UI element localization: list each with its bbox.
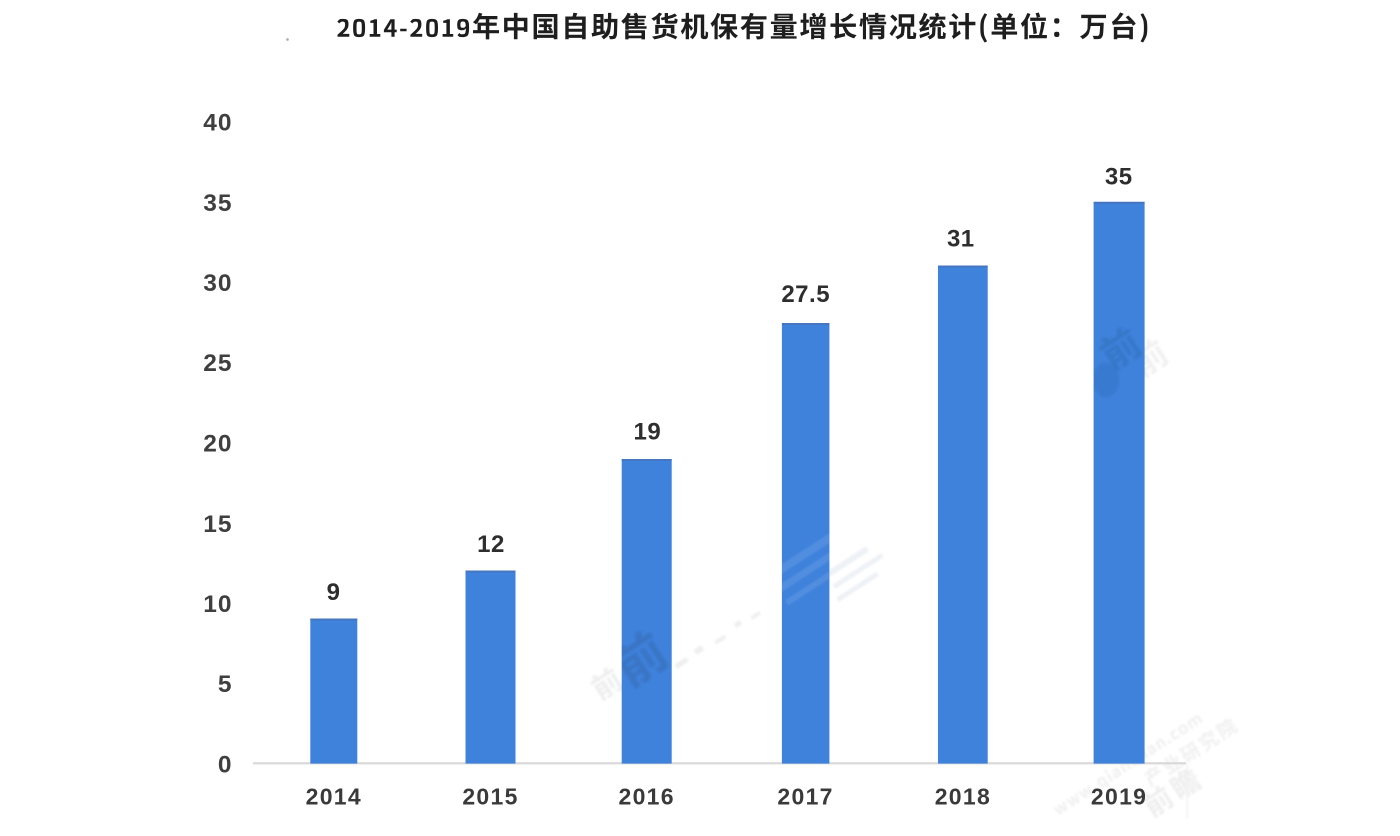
svg-text:9: 9 [327,579,341,606]
svg-text:12: 12 [477,531,505,558]
svg-text:2018: 2018 [935,784,991,810]
svg-text:20: 20 [203,431,232,458]
svg-text:5: 5 [218,671,233,698]
svg-text:2015: 2015 [462,784,518,810]
svg-text:35: 35 [203,190,232,217]
svg-text:2019: 2019 [1091,784,1147,810]
svg-text:35: 35 [1105,164,1133,191]
svg-text:0: 0 [218,752,233,779]
svg-text:2014: 2014 [306,784,362,810]
svg-text:15: 15 [203,511,232,538]
svg-text:40: 40 [203,110,232,137]
svg-text:31: 31 [947,226,975,253]
svg-text:2017: 2017 [777,784,833,810]
svg-text:27.5: 27.5 [781,281,830,308]
svg-text:10: 10 [203,591,232,618]
svg-text:25: 25 [203,350,232,377]
svg-text:19: 19 [634,419,662,446]
svg-text:30: 30 [203,270,232,297]
svg-text:2016: 2016 [619,784,675,810]
